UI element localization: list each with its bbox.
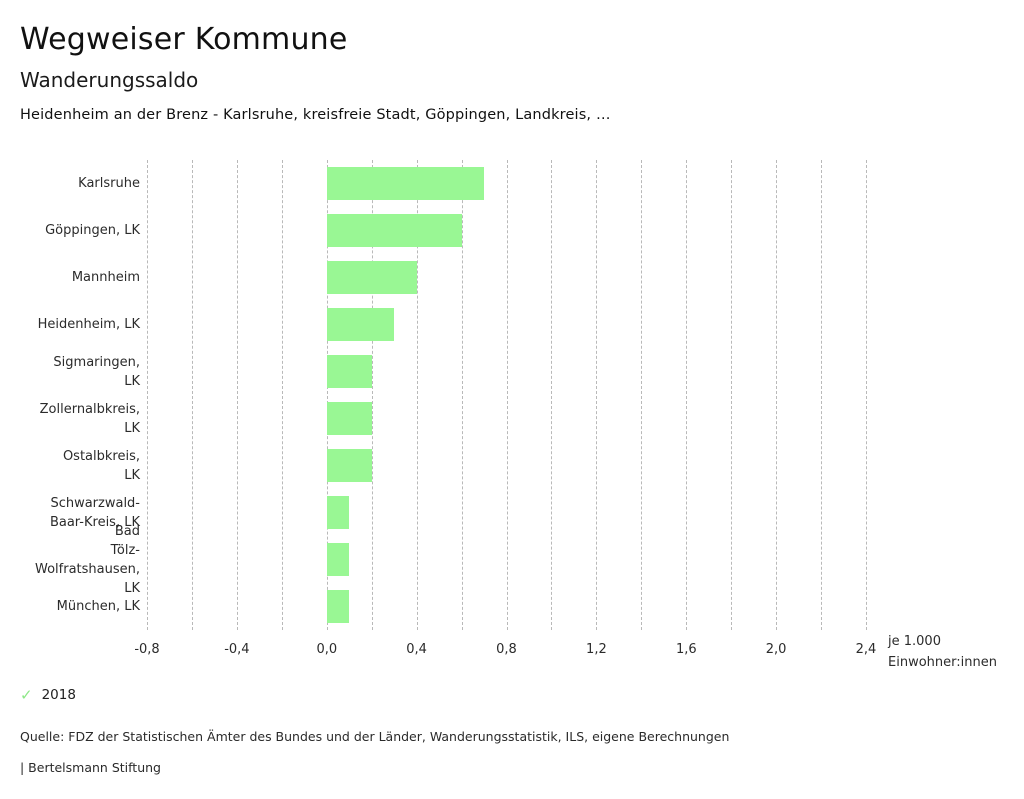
gridline: [461, 160, 463, 630]
gridline: [371, 160, 373, 630]
gridline: [731, 160, 733, 630]
gridline: [191, 160, 193, 630]
bar[interactable]: [326, 355, 372, 388]
gridline: [821, 160, 823, 630]
gridline: [641, 160, 643, 630]
bar[interactable]: [326, 261, 417, 294]
bar-row: [147, 536, 866, 583]
bar[interactable]: [326, 402, 372, 435]
x-axis-tick-label: -0,4: [224, 642, 250, 657]
y-axis-labels: Karlsruhe Göppingen, LK Mannheim Heidenheim…: [0, 160, 140, 630]
gridline: [416, 160, 418, 630]
gridline: [147, 160, 148, 630]
bar-row: [147, 301, 866, 348]
bar-row: [147, 254, 866, 301]
x-axis-tick-label: 0,0: [316, 642, 338, 657]
bar[interactable]: [326, 308, 395, 341]
bar-row: [147, 160, 866, 207]
gridline: [326, 160, 328, 630]
gridline: [866, 160, 867, 630]
x-axis-tick-label: -0,8: [134, 642, 160, 657]
chart-subtitle: Wanderungssaldo: [20, 68, 199, 92]
x-axis-tick-label: 0,4: [406, 642, 427, 657]
bar[interactable]: [326, 214, 462, 247]
gridline: [596, 160, 598, 630]
y-axis-tick-label: München, LK: [56, 599, 140, 614]
page-title: Wegweiser Kommune: [20, 22, 348, 57]
plot-area: [147, 160, 867, 630]
bar-row: [147, 583, 866, 630]
bar-row: [147, 442, 866, 489]
bar[interactable]: [326, 167, 485, 200]
y-axis-tick-label: Sigmaringen, LK: [53, 354, 140, 389]
bar-row: [147, 207, 866, 254]
bar[interactable]: [326, 590, 350, 623]
gridline: [551, 160, 553, 630]
legend-item-label: 2018: [41, 687, 76, 703]
gridline: [506, 160, 508, 630]
gridline: [776, 160, 778, 630]
gridline: [281, 160, 283, 630]
y-axis-tick-label: Zollernalbkreis, LK: [39, 401, 140, 436]
y-axis-tick-label: Göppingen, LK: [45, 223, 140, 238]
x-axis-tick-label: 2,4: [855, 642, 877, 657]
bar-row: [147, 395, 866, 442]
x-axis-title: je 1.000 Einwohner:innen: [888, 634, 997, 670]
x-axis: je 1.000 Einwohner:innen -0,8 -0,4 0,0 0,4 0…: [0, 630, 1024, 670]
y-axis-tick-label: Ostalbkreis, LK: [62, 448, 140, 483]
y-axis-tick-label: Karlsruhe: [78, 176, 140, 191]
bar-row: [147, 489, 866, 536]
check-icon: ✓: [20, 685, 33, 704]
source-note: Quelle: FDZ der Statistischen Ämter des …: [20, 729, 730, 744]
x-axis-tick-label: 2,0: [765, 642, 787, 657]
chart-legend[interactable]: ✓ 2018: [20, 687, 76, 703]
bar[interactable]: [326, 543, 350, 576]
x-axis-tick-label: 1,2: [586, 642, 607, 657]
bar[interactable]: [326, 449, 372, 482]
organisation-note: | Bertelsmann Stiftung: [20, 760, 161, 775]
gridline: [686, 160, 688, 630]
bar-row: [147, 348, 866, 395]
chart-description: Heidenheim an der Brenz - Karlsruhe, kre…: [20, 107, 611, 123]
y-axis-tick-label: Schwarzwald- Baar-Kreis, LK: [49, 495, 140, 530]
y-axis-tick-label: Heidenheim, LK: [37, 317, 140, 332]
x-axis-tick-label: 1,6: [675, 642, 697, 657]
x-axis-tick-label: 0,8: [496, 642, 517, 657]
gridline: [236, 160, 238, 630]
y-axis-tick-label: Mannheim: [71, 270, 140, 285]
bar[interactable]: [326, 496, 350, 529]
y-axis-tick-label: Bad Tölz- Wolfratshausen, LK: [34, 523, 140, 596]
